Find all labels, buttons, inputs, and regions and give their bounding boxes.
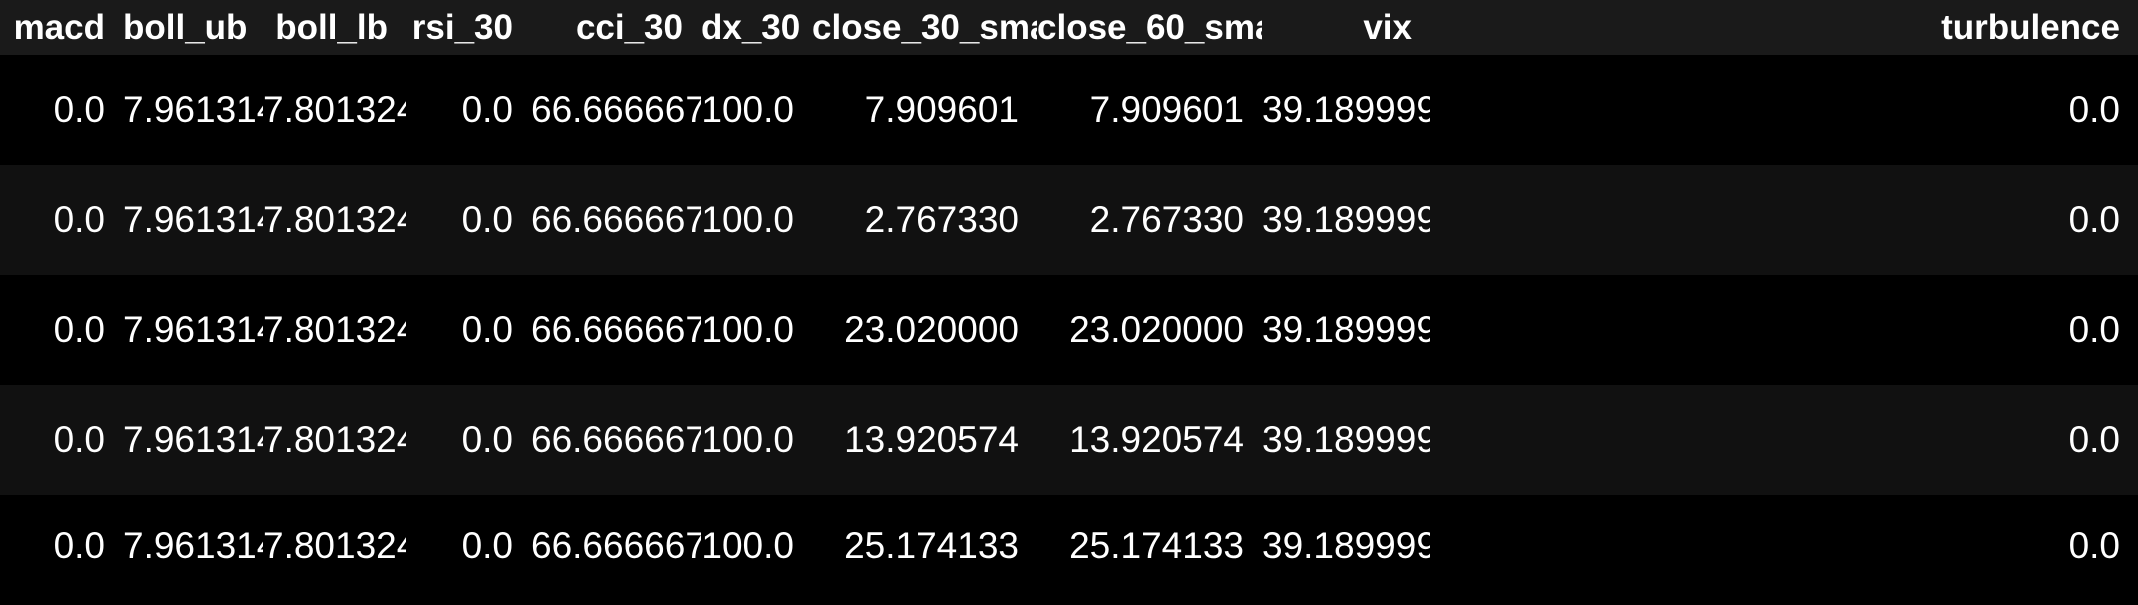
cell-boll-lb: 7.801324: [263, 89, 406, 130]
cell-vix: 39.189999: [1262, 419, 1430, 460]
cell-rsi-30: 0.0: [461, 419, 513, 460]
cell-cci-30: 66.666667: [531, 89, 701, 130]
table-row: 0.0 7.961314 7.801324 0.0 66.666667 100.…: [0, 495, 2138, 605]
column-header-rsi-30: rsi_30: [411, 7, 513, 47]
header-row: macd boll_ub boll_lb rsi_30 cci_30 dx_30…: [0, 0, 2138, 55]
cell-dx-30: 100.0: [701, 419, 794, 460]
cell-macd: 0.0: [53, 525, 105, 566]
cell-dx-30: 100.0: [701, 309, 794, 350]
cell-turbulence: 0.0: [2068, 89, 2120, 130]
cell-dx-30: 100.0: [701, 525, 794, 566]
column-header-macd: macd: [13, 7, 105, 47]
cell-rsi-30: 0.0: [461, 199, 513, 240]
cell-turbulence: 0.0: [2068, 419, 2120, 460]
cell-rsi-30: 0.0: [461, 89, 513, 130]
column-header-dx-30: dx_30: [701, 7, 801, 47]
cell-dx-30: 100.0: [701, 89, 794, 130]
cell-close-30-sma: 2.767330: [864, 199, 1019, 240]
cell-turbulence: 0.0: [2068, 199, 2120, 240]
cell-turbulence: 0.0: [2068, 525, 2120, 566]
cell-close-60-sma: 13.920574: [1069, 419, 1244, 460]
cell-boll-lb: 7.801324: [263, 199, 406, 240]
table-row: 0.0 7.961314 7.801324 0.0 66.666667 100.…: [0, 55, 2138, 165]
cell-boll-ub: 7.961314: [123, 419, 263, 460]
column-header-close-60-sma: close_60_sma: [1037, 7, 1262, 47]
cell-close-30-sma: 23.020000: [844, 309, 1019, 350]
cell-boll-ub: 7.961314: [123, 525, 263, 566]
cell-close-60-sma: 2.767330: [1089, 199, 1244, 240]
column-header-boll-lb: boll_lb: [275, 7, 388, 47]
cell-turbulence: 0.0: [2068, 309, 2120, 350]
cell-boll-ub: 7.961314: [123, 309, 263, 350]
cell-macd: 0.0: [53, 199, 105, 240]
cell-close-30-sma: 25.174133: [844, 525, 1019, 566]
cell-close-60-sma: 7.909601: [1089, 89, 1244, 130]
cell-close-30-sma: 7.909601: [864, 89, 1019, 130]
cell-macd: 0.0: [53, 309, 105, 350]
cell-vix: 39.189999: [1262, 89, 1430, 130]
column-header-boll-ub: boll_ub: [123, 7, 248, 47]
cell-vix: 39.189999: [1262, 525, 1430, 566]
cell-boll-lb: 7.801324: [263, 309, 406, 350]
column-header-cci-30: cci_30: [575, 7, 683, 47]
cell-cci-30: 66.666667: [531, 525, 701, 566]
cell-close-30-sma: 13.920574: [844, 419, 1019, 460]
cell-cci-30: 66.666667: [531, 199, 701, 240]
table-row: 0.0 7.961314 7.801324 0.0 66.666667 100.…: [0, 385, 2138, 495]
table-row: 0.0 7.961314 7.801324 0.0 66.666667 100.…: [0, 275, 2138, 385]
cell-macd: 0.0: [53, 419, 105, 460]
cell-dx-30: 100.0: [701, 199, 794, 240]
cell-rsi-30: 0.0: [461, 525, 513, 566]
cell-close-60-sma: 23.020000: [1069, 309, 1244, 350]
cell-boll-ub: 7.961314: [123, 199, 263, 240]
cell-macd: 0.0: [53, 89, 105, 130]
table-row: 0.0 7.961314 7.801324 0.0 66.666667 100.…: [0, 165, 2138, 275]
table-body: 0.0 7.961314 7.801324 0.0 66.666667 100.…: [0, 55, 2138, 605]
column-header-close-30-sma: close_30_sma: [812, 7, 1037, 47]
cell-rsi-30: 0.0: [461, 309, 513, 350]
cell-cci-30: 66.666667: [531, 309, 701, 350]
cell-close-60-sma: 25.174133: [1069, 525, 1244, 566]
cell-vix: 39.189999: [1262, 309, 1430, 350]
column-header-vix: vix: [1363, 7, 1412, 47]
cell-boll-lb: 7.801324: [263, 525, 406, 566]
column-header-turbulence: turbulence: [1941, 7, 2120, 47]
cell-vix: 39.189999: [1262, 199, 1430, 240]
table-header: macd boll_ub boll_lb rsi_30 cci_30 dx_30…: [0, 0, 2138, 55]
cell-cci-30: 66.666667: [531, 419, 701, 460]
cell-boll-ub: 7.961314: [123, 89, 263, 130]
cell-boll-lb: 7.801324: [263, 419, 406, 460]
